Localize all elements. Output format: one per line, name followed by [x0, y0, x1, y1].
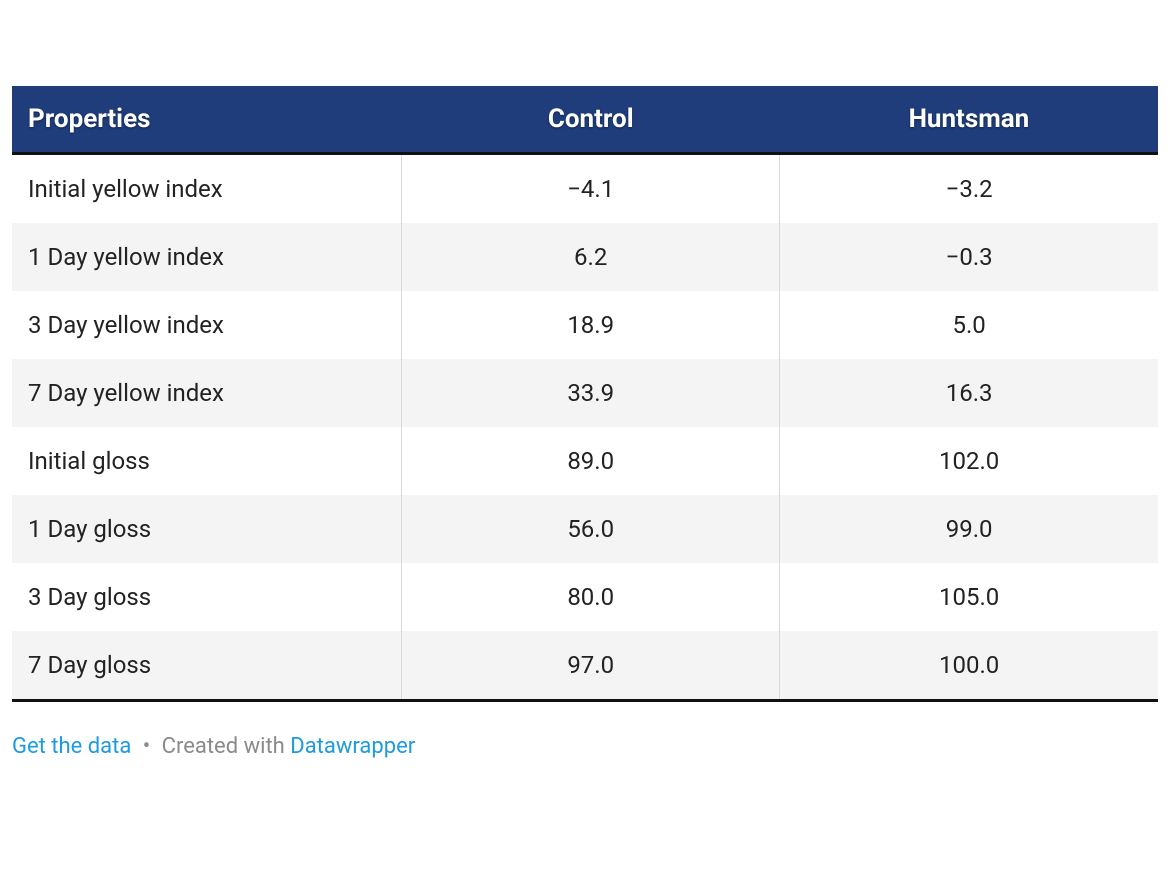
cell-property: 3 Day yellow index	[12, 291, 402, 359]
cell-property: Initial yellow index	[12, 154, 402, 224]
table-row: 1 Day yellow index 6.2 −0.3	[12, 223, 1158, 291]
table-footer: Get the data • Created with Datawrapper	[12, 734, 1158, 759]
cell-control: 18.9	[402, 291, 780, 359]
cell-huntsman: −0.3	[780, 223, 1158, 291]
table-row: Initial yellow index −4.1 −3.2	[12, 154, 1158, 224]
cell-control: 33.9	[402, 359, 780, 427]
table-container: Properties Control Huntsman Initial yell…	[0, 0, 1170, 759]
table-row: Initial gloss 89.0 102.0	[12, 427, 1158, 495]
get-the-data-link[interactable]: Get the data	[12, 734, 131, 759]
table-header: Properties Control Huntsman	[12, 86, 1158, 154]
cell-control: −4.1	[402, 154, 780, 224]
cell-property: Initial gloss	[12, 427, 402, 495]
table-row: 3 Day gloss 80.0 105.0	[12, 563, 1158, 631]
table-row: 1 Day gloss 56.0 99.0	[12, 495, 1158, 563]
created-with-label: Created with	[162, 734, 285, 759]
cell-huntsman: 102.0	[780, 427, 1158, 495]
col-header-control: Control	[402, 86, 780, 154]
cell-property: 1 Day yellow index	[12, 223, 402, 291]
cell-huntsman: 100.0	[780, 631, 1158, 701]
cell-huntsman: 5.0	[780, 291, 1158, 359]
cell-control: 6.2	[402, 223, 780, 291]
cell-huntsman: −3.2	[780, 154, 1158, 224]
col-header-properties: Properties	[12, 86, 402, 154]
table-row: 3 Day yellow index 18.9 5.0	[12, 291, 1158, 359]
table-row: 7 Day gloss 97.0 100.0	[12, 631, 1158, 701]
cell-property: 3 Day gloss	[12, 563, 402, 631]
table-body: Initial yellow index −4.1 −3.2 1 Day yel…	[12, 154, 1158, 701]
cell-huntsman: 105.0	[780, 563, 1158, 631]
cell-huntsman: 99.0	[780, 495, 1158, 563]
cell-control: 56.0	[402, 495, 780, 563]
cell-huntsman: 16.3	[780, 359, 1158, 427]
cell-property: 7 Day yellow index	[12, 359, 402, 427]
cell-control: 80.0	[402, 563, 780, 631]
cell-control: 97.0	[402, 631, 780, 701]
properties-table: Properties Control Huntsman Initial yell…	[12, 86, 1158, 702]
footer-separator: •	[143, 734, 150, 759]
col-header-huntsman: Huntsman	[780, 86, 1158, 154]
cell-property: 1 Day gloss	[12, 495, 402, 563]
datawrapper-link[interactable]: Datawrapper	[290, 734, 415, 759]
table-row: 7 Day yellow index 33.9 16.3	[12, 359, 1158, 427]
cell-property: 7 Day gloss	[12, 631, 402, 701]
cell-control: 89.0	[402, 427, 780, 495]
